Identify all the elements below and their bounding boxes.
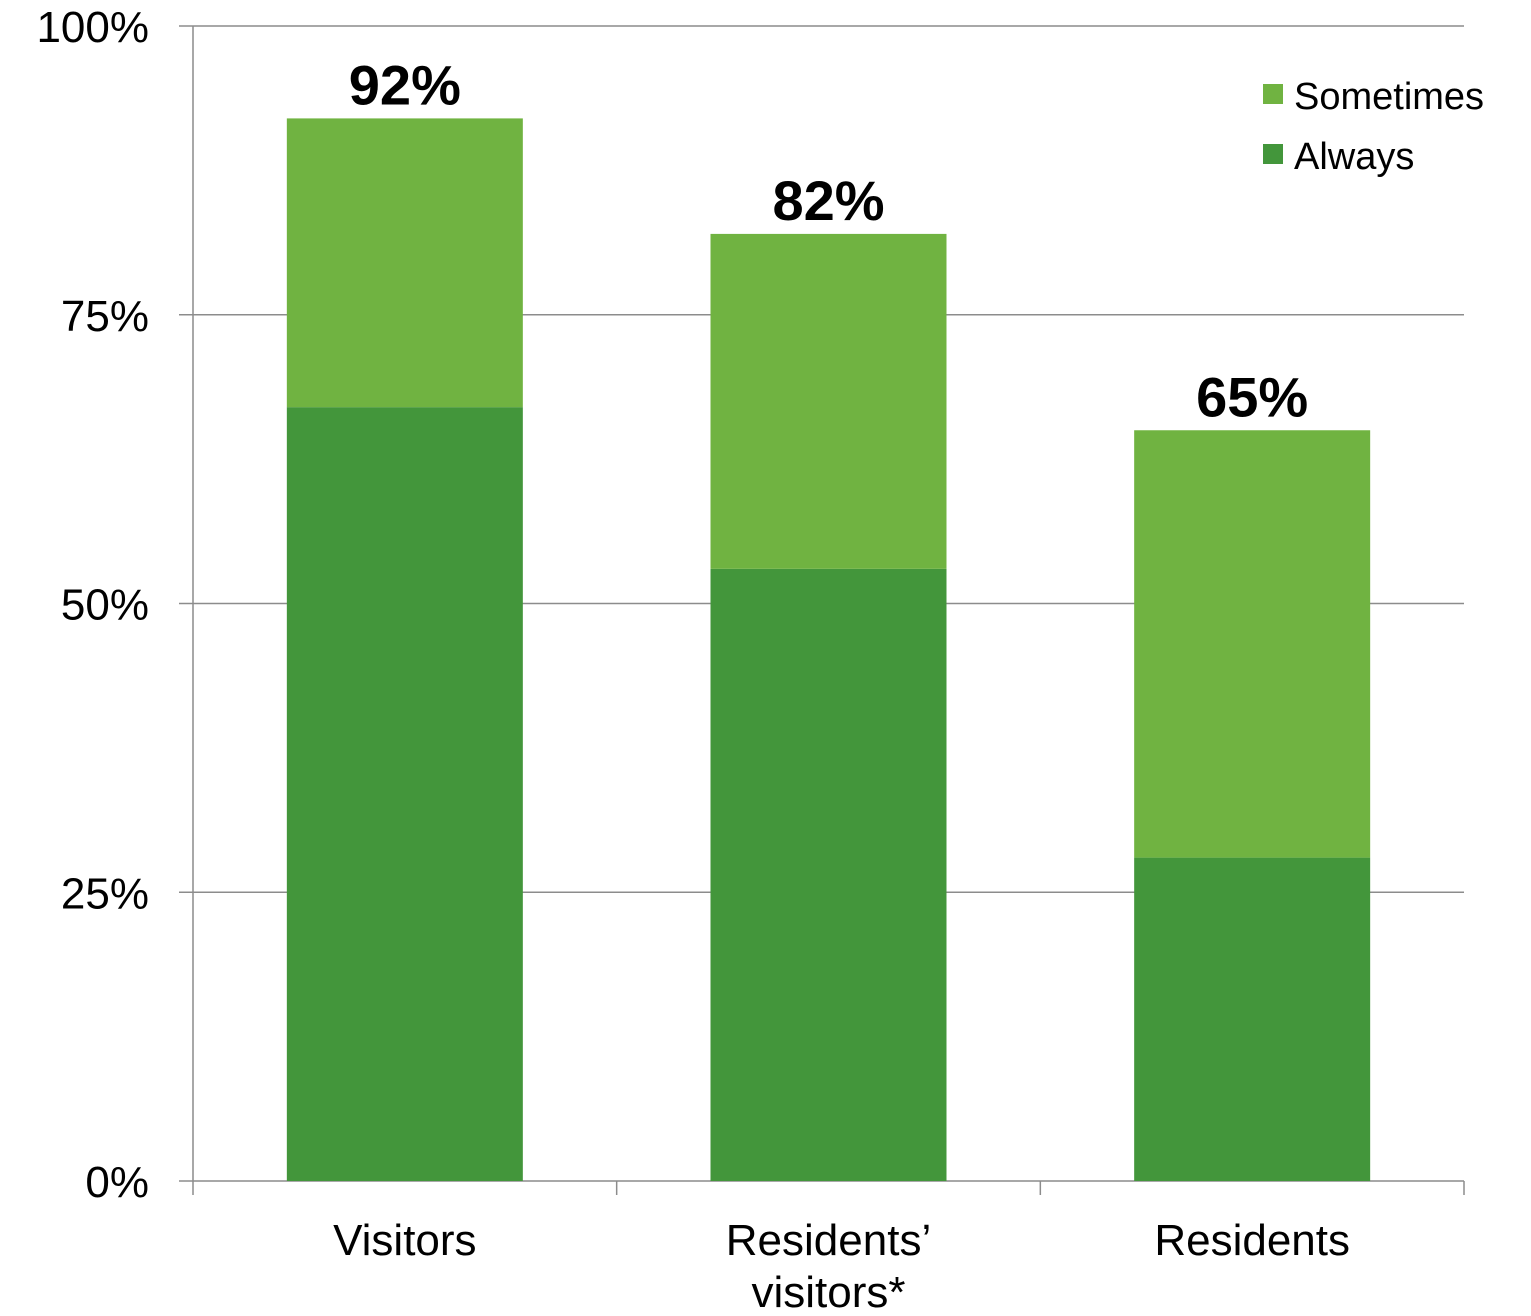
legend-label-always: Always [1294,136,1414,178]
x-category-label: visitors* [751,1268,905,1316]
bar-total-label: 65% [1196,365,1308,428]
y-tick-label: 0% [85,1158,149,1207]
y-tick-label: 100% [36,3,149,52]
x-category-label: Visitors [333,1216,476,1265]
axes: 0% 25% 50% 75% 100% [36,3,1465,1207]
bar-total-label: 82% [772,169,884,232]
labels: 92% Visitors 82% Residents’visitors* 65% Resi… [333,53,1350,1316]
bar-sometimes-0 [286,118,523,408]
legend-swatch-sometimes [1263,84,1283,104]
legend-label-sometimes: Sometimes [1294,76,1484,118]
bar-sometimes-1 [710,233,947,569]
legend-swatch-always [1263,144,1283,164]
bar-always-0 [286,407,523,1181]
bar-sometimes-2 [1134,430,1371,858]
bar-always-1 [710,568,947,1181]
bar-total-label: 92% [349,53,461,116]
y-tick-label: 50% [61,581,149,630]
x-category-label: Residents [1154,1216,1350,1265]
legend: Sometimes Always [1263,76,1484,178]
bars [286,118,1371,1181]
y-tick-label: 75% [61,292,149,341]
y-tick-label: 25% [61,869,149,918]
bar-always-2 [1134,857,1371,1181]
x-category-label: Residents’ [726,1216,931,1265]
